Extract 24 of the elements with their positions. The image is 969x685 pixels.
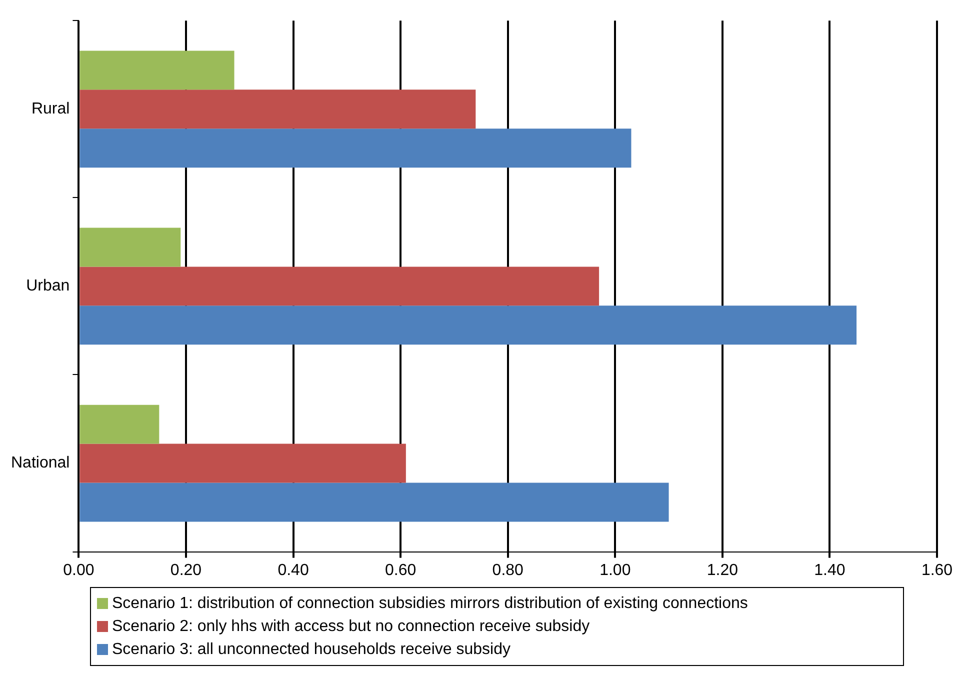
bar [80, 444, 406, 483]
x-tick-label: 1.00 [600, 562, 631, 579]
bar [80, 404, 160, 444]
x-tick-label: 1.60 [921, 562, 953, 579]
y-tick-label: Urban [26, 278, 70, 295]
bar [80, 50, 234, 90]
x-tick-label: 0.00 [63, 562, 94, 579]
legend-label: Scenario 3: all unconnected households receive subsidy [112, 640, 510, 660]
legend-label: Scenario 1: distribution of connection subsidies mirrors distribution of existing connections [112, 594, 748, 614]
y-tick-label: Rural [31, 100, 70, 118]
bar [80, 482, 669, 522]
legend-label: Scenario 2: only hhs with access but no connection receive subsidy [112, 617, 590, 637]
x-tick-label: 0.60 [384, 562, 416, 579]
bar [80, 228, 181, 267]
bar [80, 306, 857, 345]
x-tick-label: 0.40 [278, 562, 309, 579]
y-tick-label: National [11, 454, 70, 472]
bar [80, 266, 600, 306]
bar [80, 128, 632, 168]
x-tick-label: 0.20 [170, 562, 202, 579]
x-tick-label: 1.20 [706, 562, 738, 579]
bar [80, 90, 476, 129]
x-tick-label: 1.40 [814, 562, 846, 579]
x-tick-label: 0.80 [492, 562, 524, 579]
